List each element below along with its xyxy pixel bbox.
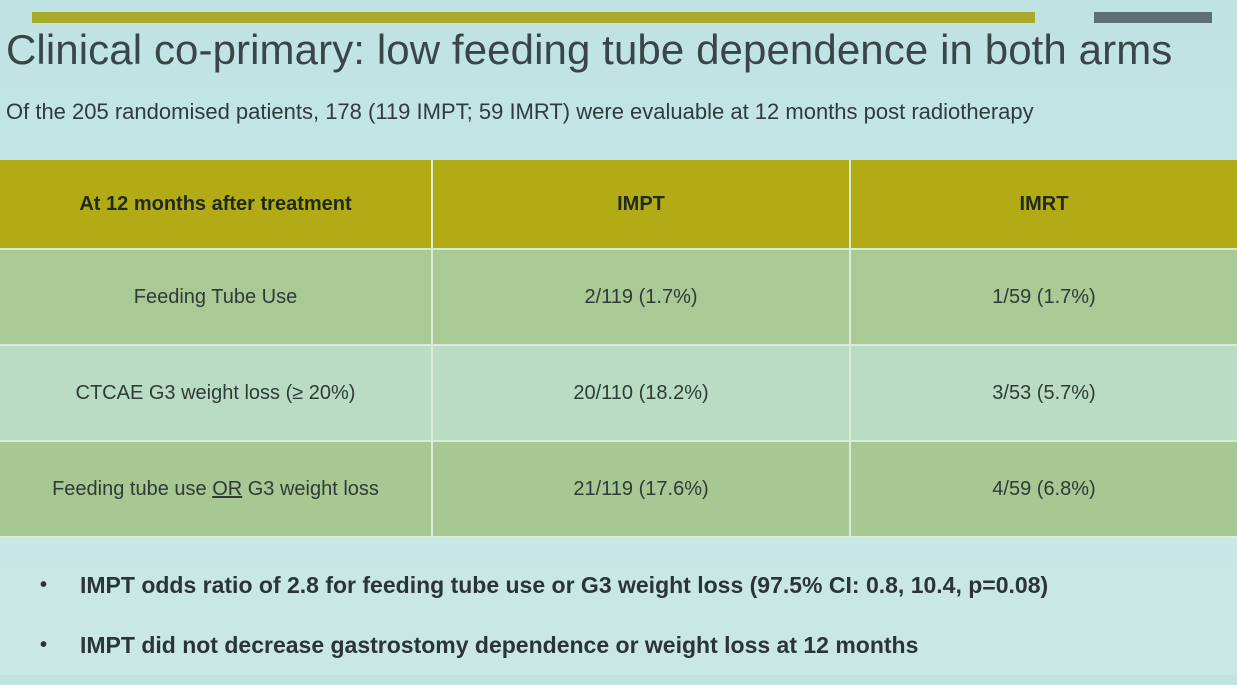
list-item: • IMPT did not decrease gastrostomy depe…	[40, 625, 1048, 665]
header-impt: IMPT	[432, 160, 851, 250]
row-label-text-end: G3 weight loss	[242, 477, 379, 500]
bullet-dot-icon: •	[40, 574, 48, 596]
row-label-text: CTCAE G3 weight loss (≥ 20%)	[75, 381, 356, 404]
row-label-text: Feeding tube use	[52, 477, 213, 500]
imrt-value: 3/53 (5.7%)	[850, 345, 1237, 442]
key-findings-list: • IMPT odds ratio of 2.8 for feeding tub…	[40, 565, 1048, 685]
slide-title: Clinical co-primary: low feeding tube de…	[6, 26, 1173, 73]
row-label: CTCAE G3 weight loss (≥ 20%)	[0, 345, 433, 442]
header-imrt: IMRT	[850, 160, 1237, 250]
secondary-accent-bar	[1094, 12, 1212, 23]
table-header-row: At 12 months after treatment IMPT IMRT	[0, 160, 1237, 250]
slide-subtitle: Of the 205 randomised patients, 178 (119…	[6, 99, 1034, 124]
table-row: Feeding Tube Use 2/119 (1.7%) 1/59 (1.7%…	[0, 249, 1237, 346]
impt-value: 2/119 (1.7%)	[432, 249, 851, 346]
bullet-text: IMPT did not decrease gastrostomy depend…	[80, 632, 919, 658]
bullet-text: IMPT odds ratio of 2.8 for feeding tube …	[80, 572, 1049, 598]
bullet-dot-icon: •	[40, 634, 48, 656]
table-row: CTCAE G3 weight loss (≥ 20%) 20/110 (18.…	[0, 345, 1237, 442]
results-table: At 12 months after treatment IMPT IMRT F…	[0, 160, 1237, 538]
row-label-emphasis: OR	[212, 477, 243, 500]
row-label: Feeding Tube Use	[0, 249, 433, 346]
header-timepoint: At 12 months after treatment	[0, 160, 433, 250]
row-label: Feeding tube use OR G3 weight loss	[0, 441, 433, 538]
imrt-value: 4/59 (6.8%)	[850, 441, 1237, 538]
imrt-value: 1/59 (1.7%)	[850, 249, 1237, 346]
impt-value: 21/119 (17.6%)	[432, 441, 851, 538]
list-item: • IMPT odds ratio of 2.8 for feeding tub…	[40, 565, 1048, 605]
accent-bar	[32, 12, 1035, 23]
impt-value: 20/110 (18.2%)	[432, 345, 851, 442]
row-label-text: Feeding Tube Use	[133, 285, 298, 308]
table-row: Feeding tube use OR G3 weight loss 21/11…	[0, 441, 1237, 538]
